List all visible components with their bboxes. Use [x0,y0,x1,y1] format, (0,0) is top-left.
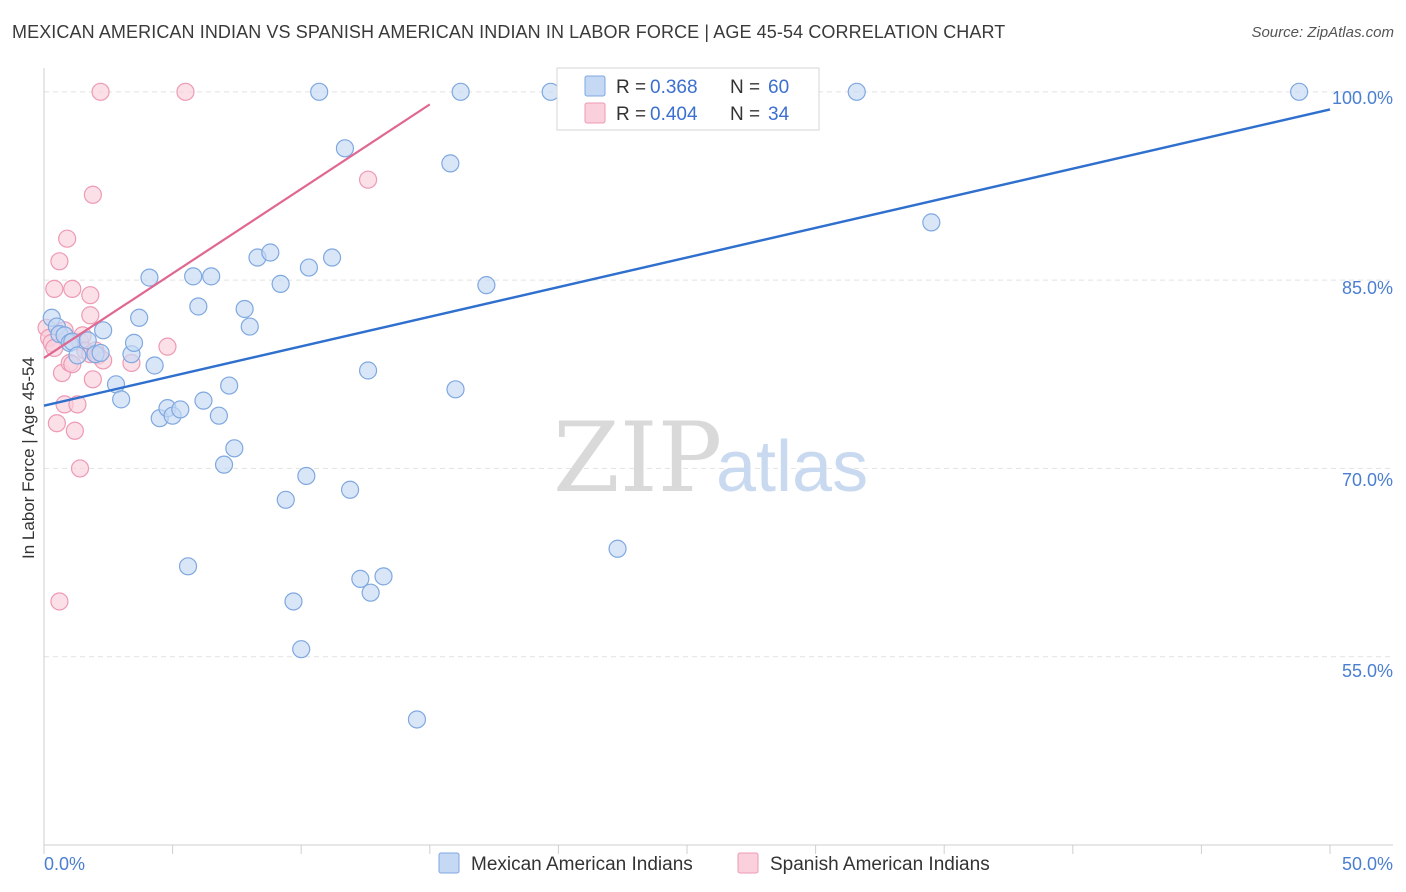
mexican-american-indians-point-46 [358,361,378,380]
y-tick-labels: 55.0% 70.0% 85.0% 100.0% [1332,88,1393,681]
mexican-american-indians-point-7 [78,331,97,350]
spanish-american-indians-point-15 [65,421,84,440]
y-tick-label-100: 100.0% [1332,88,1393,108]
mexican-american-indians-point-58 [922,213,941,232]
x-tick-labels: 0.0% 50.0% [44,854,1393,874]
x-tick-label-max: 50.0% [1342,854,1393,874]
spanish-american-indians-point-33 [358,170,378,189]
y-tick-label-55: 55.0% [1342,661,1393,681]
mexican-american-indians-point-52 [451,82,470,101]
spanish-american-indians-point-4 [45,279,64,299]
mexican-american-indians-point-9 [91,343,110,363]
mexican-american-indians-point-30 [225,439,244,458]
mexican-american-indians-point-43 [335,139,355,158]
mexican-american-indians-point-16 [140,268,159,287]
mexican-american-indians-point-37 [284,592,303,611]
legend-r-label-pink: R = [616,104,646,125]
correlation-legend: R = 0.368 N = 60 R = 0.404 N = 34 [556,67,820,131]
axes [43,68,1393,854]
legend-swatch-blue [584,75,606,97]
legend-n-label-pink: N = [730,104,760,125]
mexican-american-indians-point-57 [847,82,866,101]
mexican-american-indians-point-28 [214,455,234,474]
watermark-zip: ZIP [553,402,722,514]
mexican-american-indians-point-12 [112,390,131,409]
mexican-american-indians-point-10 [94,321,113,340]
mexican-american-indians-point-14 [124,333,144,352]
mexican-american-indians-point-31 [235,299,254,319]
bottom-legend-label-blue: Mexican American Indians [471,854,693,875]
mexican-american-indians-point-55 [608,539,627,558]
mexican-american-indians-point-51 [446,380,465,399]
legend-swatch-pink [584,102,606,124]
mexican-american-indians-point-32 [240,317,259,336]
mexican-american-indians-points [42,82,1309,729]
mexican-american-indians-point-26 [202,267,221,286]
trend-lines [43,103,1331,407]
bottom-legend-swatch-blue [438,852,460,874]
spanish-american-indians-point-6 [50,252,69,271]
mexican-american-indians-point-44 [340,480,360,499]
mexican-american-indians-point-38 [292,640,311,659]
mexican-american-indians-point-17 [145,356,164,375]
legend-n-value-blue: 60 [768,77,789,98]
mexican-american-indians-point-29 [220,376,239,395]
mexican-american-indians-point-49 [407,710,427,729]
spanish-american-indians-point-31 [158,337,177,356]
mexican-american-indians-point-39 [297,466,316,486]
spanish-american-indians-trend-line [43,103,431,359]
mexican-american-indians-point-35 [271,274,290,293]
legend-n-label-blue: N = [730,77,760,98]
spanish-american-indians-point-21 [81,286,100,305]
legend-r-label-blue: R = [616,77,646,98]
mexican-american-indians-point-27 [209,406,228,425]
mexican-american-indians-point-40 [299,258,319,277]
mexican-american-indians-point-23 [184,267,203,286]
mexican-american-indians-point-45 [351,569,370,588]
legend-r-value-pink: 0.404 [650,104,698,125]
mexican-american-indians-point-25 [194,391,213,410]
mexican-american-indians-point-41 [310,82,329,101]
series-legend: Mexican American Indians Spanish America… [438,852,990,875]
spanish-american-indians-point-22 [81,306,100,325]
source-note: Source: ZipAtlas.com [1251,24,1394,41]
spanish-american-indians-point-13 [63,279,82,299]
spanish-american-indians-point-32 [176,82,195,101]
spanish-american-indians-point-28 [91,82,110,101]
y-tick-label-70: 70.0% [1342,470,1393,490]
mexican-american-indians-point-22 [178,557,198,576]
spanish-american-indians-point-25 [83,370,102,389]
spanish-american-indians-point-11 [58,229,77,248]
spanish-american-indians-point-7 [50,592,69,611]
spanish-american-indians-point-18 [70,459,90,478]
mexican-american-indians-point-24 [189,297,208,316]
legend-n-value-pink: 34 [768,104,790,125]
y-axis-title: In Labor Force | Age 45-54 [19,357,38,559]
spanish-american-indians-point-24 [83,185,102,204]
x-tick-label-min: 0.0% [44,854,85,874]
legend-r-value-blue: 0.368 [650,77,698,98]
mexican-american-indians-point-47 [361,583,380,602]
bottom-legend-label-pink: Spanish American Indians [770,854,990,875]
watermark: ZIP atlas [553,402,868,514]
mexican-american-indians-point-36 [276,490,295,509]
spanish-american-indians-point-5 [47,414,66,433]
mexican-american-indians-point-50 [441,154,460,173]
mexican-american-indians-point-34 [261,243,280,262]
y-tick-label-85: 85.0% [1342,278,1393,298]
grid [44,91,1393,658]
mexican-american-indians-point-59 [1290,82,1309,101]
mexican-american-indians-trend-line [43,108,1331,407]
mexican-american-indians-point-21 [171,400,190,419]
bottom-legend-swatch-pink [737,852,759,874]
mexican-american-indians-point-6 [68,346,87,365]
chart-title: MEXICAN AMERICAN INDIAN VS SPANISH AMERI… [12,22,1006,42]
mexican-american-indians-point-53 [477,276,496,295]
watermark-atlas: atlas [716,427,868,507]
mexican-american-indians-point-48 [374,567,393,586]
mexican-american-indians-point-42 [322,248,342,267]
mexican-american-indians-point-15 [130,308,149,327]
